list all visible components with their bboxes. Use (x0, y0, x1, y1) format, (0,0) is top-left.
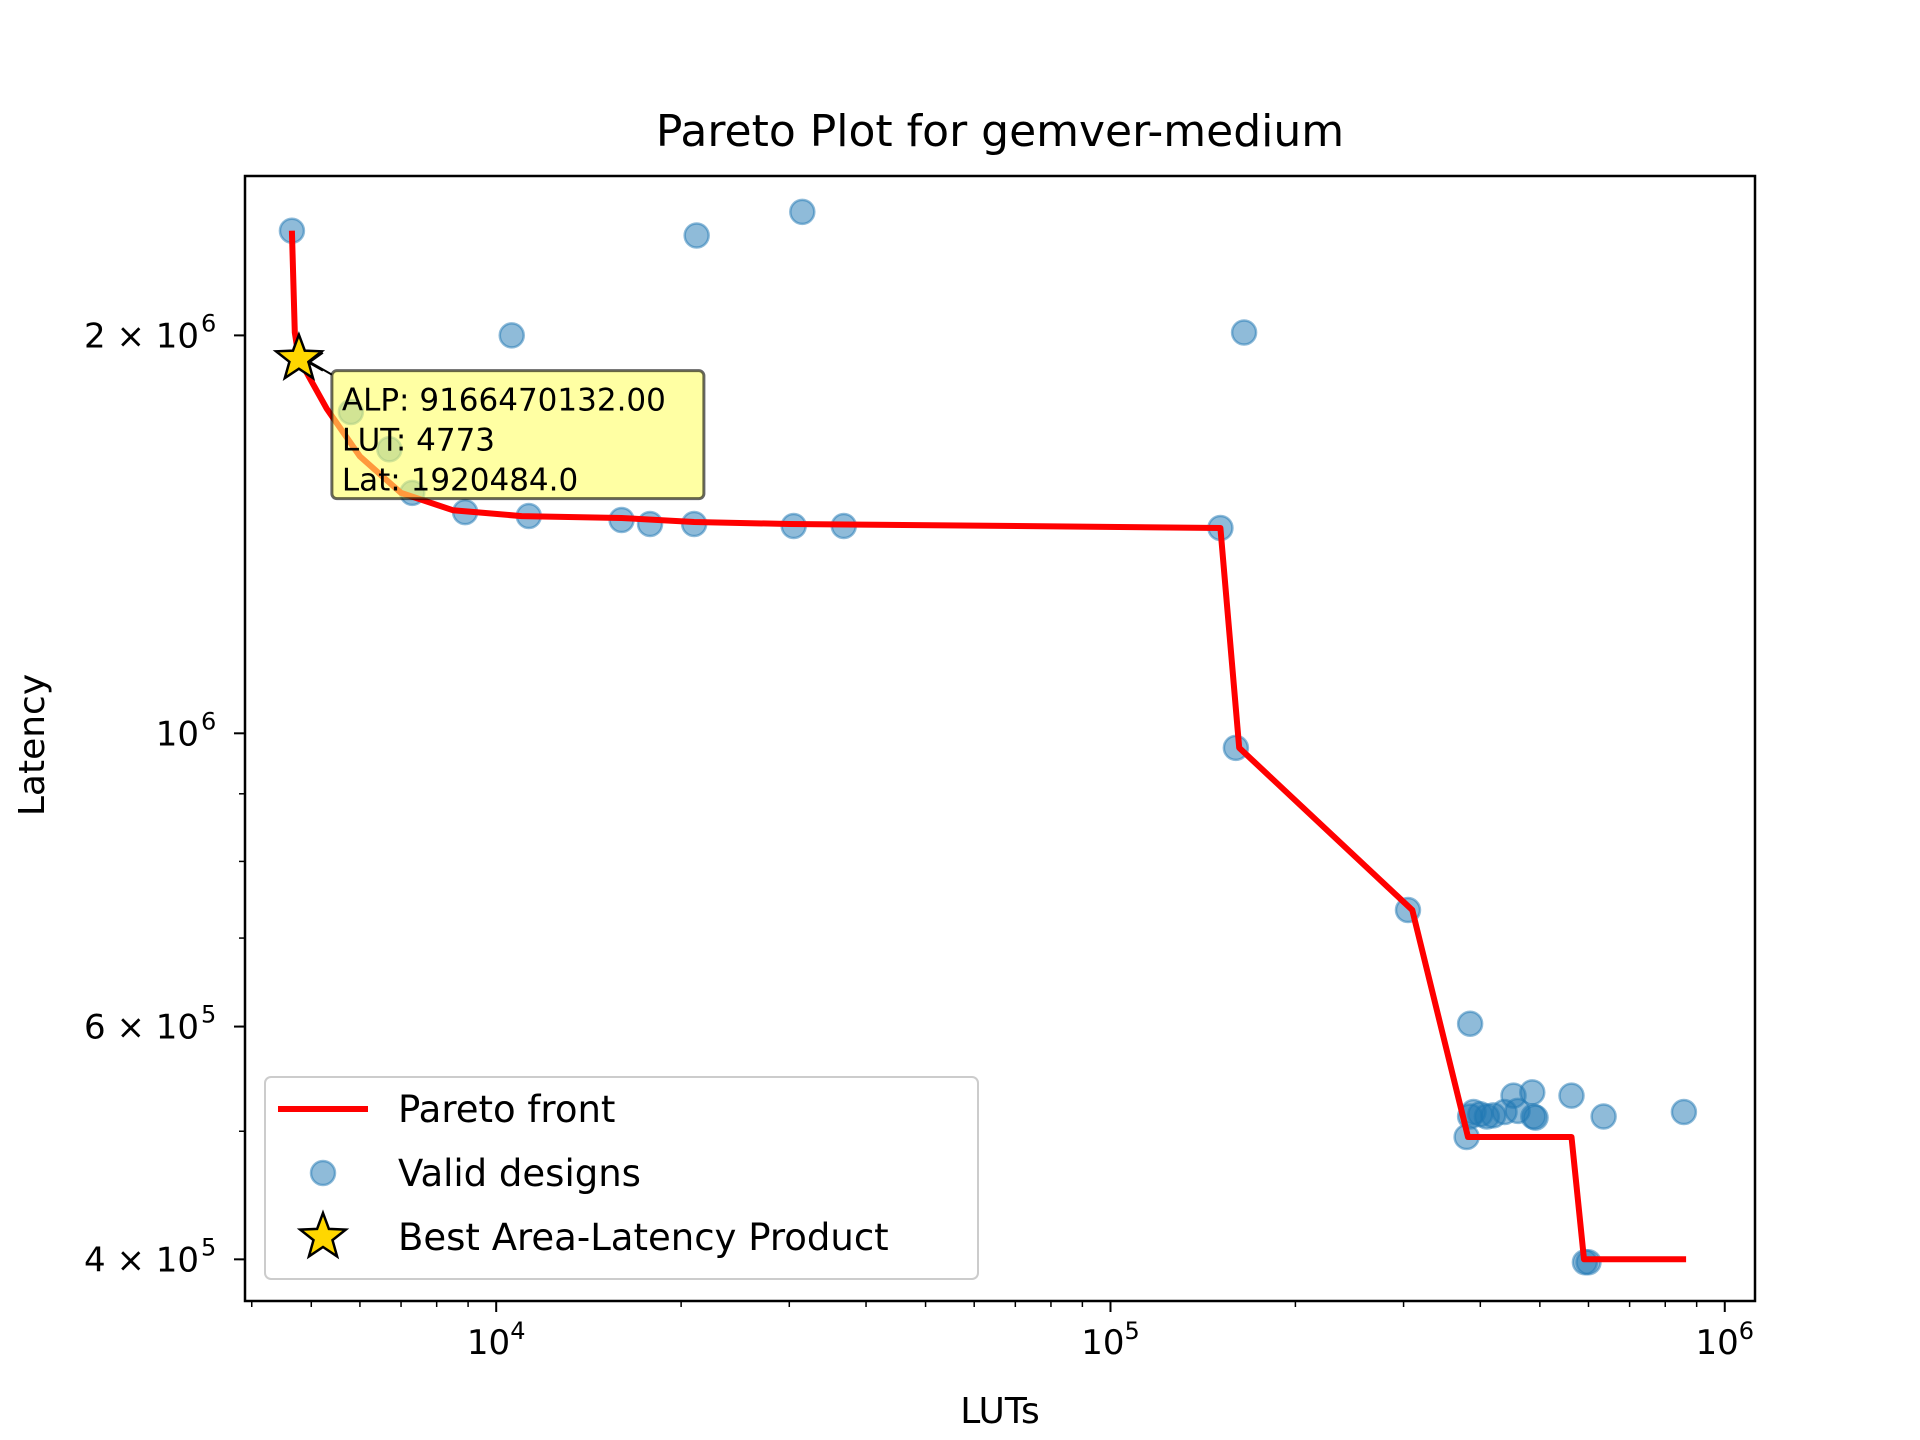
pareto-front-line (288, 230, 1687, 1263)
legend: Pareto front Valid designs Best Area-Laten… (264, 1076, 979, 1280)
valid-design-point (1670, 1098, 1698, 1126)
valid-design-point (683, 222, 710, 249)
x-tick-label: 105 (1081, 1317, 1140, 1363)
annotation-layer: ALP: 9166470132.00 LUT: 4773 Lat: 1920484.… (307, 351, 706, 501)
x-tick-label: 104 (467, 1317, 526, 1363)
plot-frame (243, 174, 1757, 1303)
annotation-box (330, 369, 706, 501)
y-tick-exponent: 6 (201, 707, 216, 735)
x-tick-label: 106 (1695, 1317, 1754, 1363)
valid-design-point (1522, 1104, 1549, 1131)
annotation-line: LUT: 4773 (342, 423, 495, 459)
valid-design-point (1456, 1010, 1484, 1037)
annotation-line: ALP: 9166470132.00 (342, 383, 666, 419)
valid-design-point (1230, 319, 1258, 346)
valid-design-point (1558, 1082, 1585, 1109)
valid-design-point (1519, 1079, 1546, 1106)
valid-design-point (1590, 1103, 1617, 1130)
legend-star-swatch (296, 1209, 350, 1260)
legend-label: Valid designs (398, 1152, 641, 1195)
legend-label: Best Area-Latency Product (398, 1216, 889, 1259)
legend-marker-swatch (309, 1159, 337, 1187)
y-tick-exponent: 5 (201, 1233, 216, 1261)
y-tick-label: 10 (156, 714, 199, 754)
x-axis-label: LUTs (960, 1391, 1039, 1432)
valid-design-point (498, 322, 525, 349)
y-axis-label: Latency (12, 674, 53, 816)
legend-label: Pareto front (398, 1088, 615, 1131)
valid-design-point (789, 198, 816, 226)
chart-title: Pareto Plot for gemver-medium (656, 106, 1344, 157)
y-tick-exponent: 6 (201, 309, 216, 337)
y-tick-label: 2 × 10 (84, 316, 199, 356)
valid-design-point (636, 510, 664, 538)
annotation-arrowhead (307, 351, 324, 372)
best-alp-star (272, 331, 326, 382)
annotation-line: Lat: 1920484.0 (342, 463, 578, 499)
legend-box (264, 1076, 979, 1280)
y-tick-exponent: 5 (201, 1001, 216, 1029)
y-tick-label: 6 × 10 (84, 1008, 199, 1048)
y-tick-label: 4 × 10 (84, 1240, 199, 1280)
